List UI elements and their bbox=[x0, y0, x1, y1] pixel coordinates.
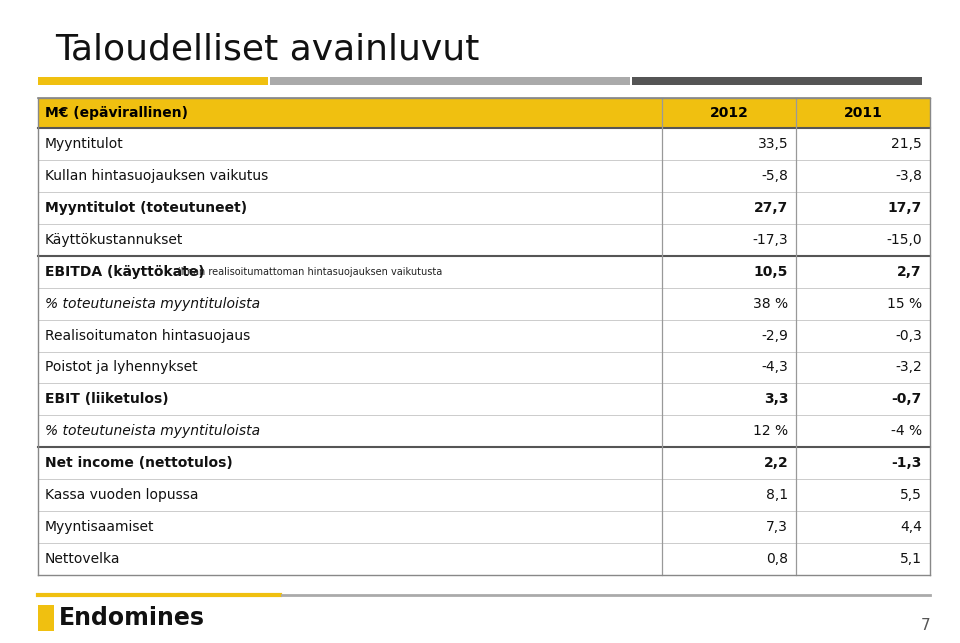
Text: -3,8: -3,8 bbox=[895, 169, 922, 183]
Text: 4,4: 4,4 bbox=[900, 520, 922, 534]
Text: 12 %: 12 % bbox=[753, 424, 788, 439]
Text: 2011: 2011 bbox=[844, 106, 882, 120]
Text: 0,8: 0,8 bbox=[766, 552, 788, 566]
Text: Myyntisaamiset: Myyntisaamiset bbox=[45, 520, 155, 534]
Text: -4,3: -4,3 bbox=[761, 361, 788, 374]
Text: Taloudelliset avainluvut: Taloudelliset avainluvut bbox=[55, 33, 479, 67]
Text: 2012: 2012 bbox=[709, 106, 749, 120]
Text: -17,3: -17,3 bbox=[753, 233, 788, 247]
Text: 10,5: 10,5 bbox=[754, 265, 788, 278]
Text: -0,7: -0,7 bbox=[892, 392, 922, 406]
Text: Kullan hintasuojauksen vaikutus: Kullan hintasuojauksen vaikutus bbox=[45, 169, 268, 183]
Text: 2,7: 2,7 bbox=[898, 265, 922, 278]
Text: Realisoitumaton hintasuojaus: Realisoitumaton hintasuojaus bbox=[45, 329, 251, 343]
Text: 21,5: 21,5 bbox=[891, 137, 922, 151]
Text: 27,7: 27,7 bbox=[754, 201, 788, 215]
Bar bbox=[632, 77, 922, 85]
Bar bbox=[38, 77, 268, 85]
Bar bbox=[38, 605, 54, 631]
Text: 8,1: 8,1 bbox=[766, 488, 788, 502]
Text: Nettovelka: Nettovelka bbox=[45, 552, 121, 566]
Text: 15 %: 15 % bbox=[887, 296, 922, 311]
Text: -4 %: -4 % bbox=[891, 424, 922, 439]
Text: -2,9: -2,9 bbox=[761, 329, 788, 343]
Text: M€ (epävirallinen): M€ (epävirallinen) bbox=[45, 106, 188, 120]
Text: Käyttökustannukset: Käyttökustannukset bbox=[45, 233, 183, 247]
Text: Endomines: Endomines bbox=[59, 606, 205, 630]
Text: 33,5: 33,5 bbox=[757, 137, 788, 151]
Text: Poistot ja lyhennykset: Poistot ja lyhennykset bbox=[45, 361, 198, 374]
Text: -3,2: -3,2 bbox=[896, 361, 922, 374]
Text: % toteutuneista myyntituloista: % toteutuneista myyntituloista bbox=[45, 296, 260, 311]
Text: Myyntitulot: Myyntitulot bbox=[45, 137, 124, 151]
Text: -0,3: -0,3 bbox=[896, 329, 922, 343]
Text: Myyntitulot (toteutuneet): Myyntitulot (toteutuneet) bbox=[45, 201, 247, 215]
Bar bbox=[38, 98, 930, 128]
Text: ilman realisoitumattoman hintasuojauksen vaikutusta: ilman realisoitumattoman hintasuojauksen… bbox=[179, 267, 443, 276]
Text: -1,3: -1,3 bbox=[892, 457, 922, 470]
Text: EBITDA (käyttökate): EBITDA (käyttökate) bbox=[45, 265, 204, 278]
Text: 5,1: 5,1 bbox=[900, 552, 922, 566]
Text: 3,3: 3,3 bbox=[764, 392, 788, 406]
Text: -15,0: -15,0 bbox=[886, 233, 922, 247]
Text: EBIT (liiketulos): EBIT (liiketulos) bbox=[45, 392, 169, 406]
Text: -5,8: -5,8 bbox=[761, 169, 788, 183]
Text: 17,7: 17,7 bbox=[888, 201, 922, 215]
Text: % toteutuneista myyntituloista: % toteutuneista myyntituloista bbox=[45, 424, 260, 439]
Bar bbox=[270, 77, 630, 85]
Text: Net income (nettotulos): Net income (nettotulos) bbox=[45, 457, 232, 470]
Text: 7,3: 7,3 bbox=[766, 520, 788, 534]
Text: Kassa vuoden lopussa: Kassa vuoden lopussa bbox=[45, 488, 199, 502]
Text: 38 %: 38 % bbox=[753, 296, 788, 311]
Text: 2,2: 2,2 bbox=[763, 457, 788, 470]
Text: 5,5: 5,5 bbox=[900, 488, 922, 502]
Text: 7: 7 bbox=[921, 618, 930, 633]
